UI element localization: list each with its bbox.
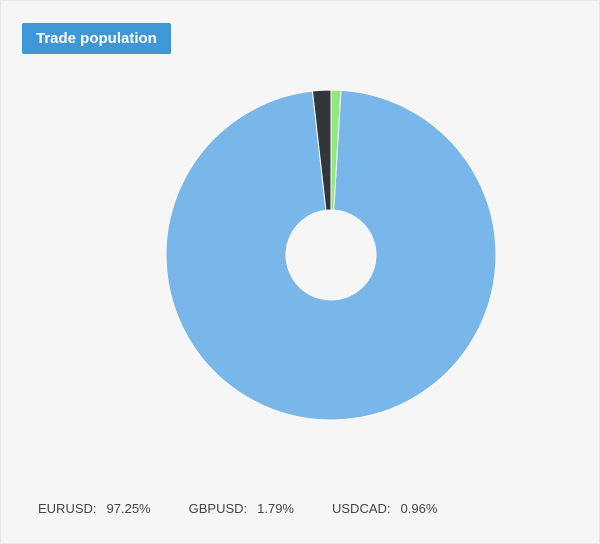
legend-value: 97.25% bbox=[106, 501, 151, 516]
legend-label: USDCAD: bbox=[332, 501, 391, 516]
chart-legend: EURUSD: 97.25% GBPUSD: 1.79% USDCAD: 0.96% bbox=[38, 501, 475, 516]
legend-item-usdcad: USDCAD: 0.96% bbox=[332, 501, 437, 516]
slice-eurusd[interactable] bbox=[165, 89, 497, 421]
legend-value: 0.96% bbox=[400, 501, 438, 516]
legend-label: EURUSD: bbox=[38, 501, 97, 516]
chart-title: Trade population bbox=[22, 23, 171, 54]
legend-item-gbpusd: GBPUSD: 1.79% bbox=[189, 501, 294, 516]
legend-label: GBPUSD: bbox=[188, 501, 248, 516]
legend-item-eurusd: EURUSD: 97.25% bbox=[38, 501, 151, 516]
legend-value: 1.79% bbox=[257, 501, 294, 516]
slice-usdcad[interactable] bbox=[330, 89, 342, 211]
donut-chart-svg bbox=[165, 89, 497, 421]
donut-chart bbox=[161, 85, 501, 425]
